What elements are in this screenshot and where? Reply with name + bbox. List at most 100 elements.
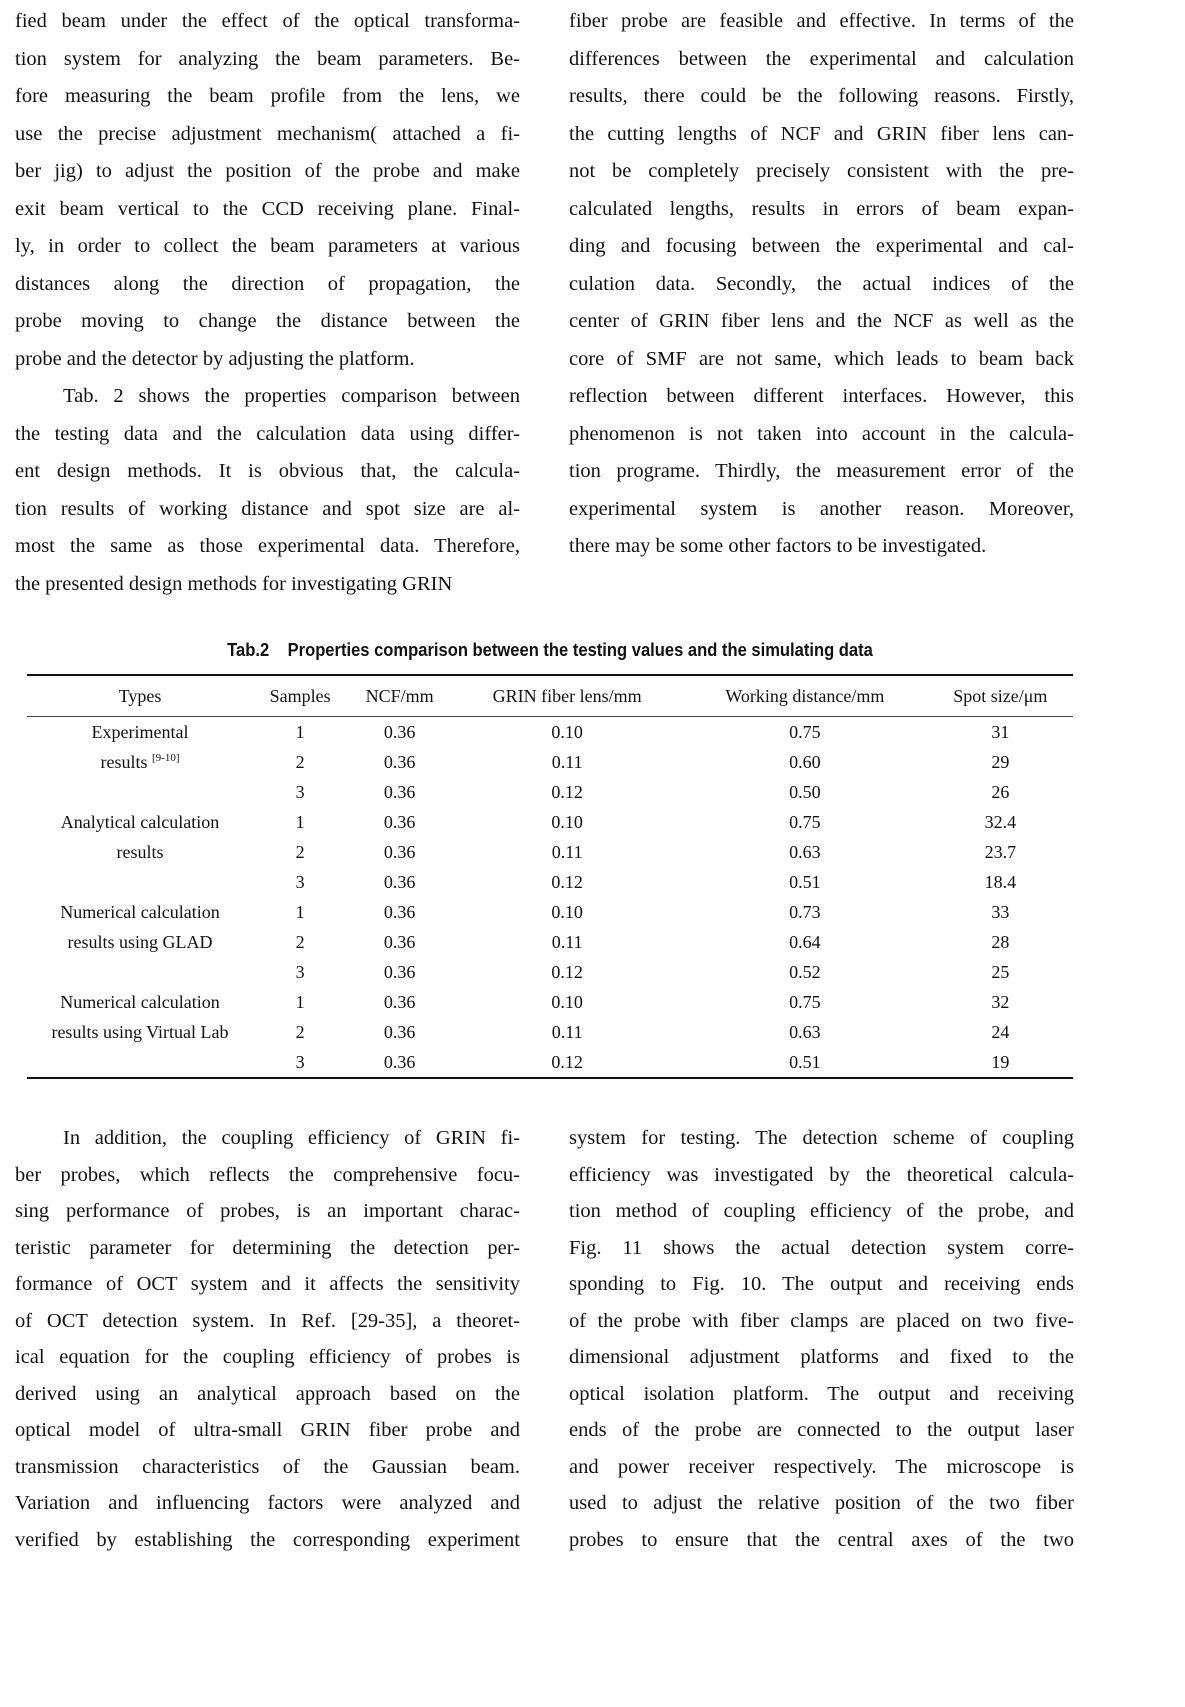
type-label: Numerical calculation bbox=[60, 991, 220, 1012]
ncf-cell: 0.36 bbox=[383, 1051, 416, 1072]
ncf-cell: 0.36 bbox=[383, 871, 416, 892]
ncf-cell: 0.36 bbox=[383, 811, 416, 832]
spot-size-cell: 19 bbox=[991, 1051, 1010, 1072]
working-distance-cell: 0.64 bbox=[789, 931, 821, 952]
text-line: ber probes, which reflects the comprehen… bbox=[15, 1163, 520, 1186]
working-distance-cell: 0.73 bbox=[789, 901, 821, 922]
text-line: tion results of working distance and spo… bbox=[15, 497, 520, 520]
table-row: results 2 0.36 0.11 0.63 23.7 bbox=[27, 837, 1073, 867]
working-distance-cell: 0.50 bbox=[789, 781, 821, 802]
working-distance-cell: 0.63 bbox=[789, 1021, 821, 1042]
text-line: optical isolation platform. The output a… bbox=[569, 1382, 1074, 1405]
table-row: 3 0.36 0.12 0.51 19 bbox=[27, 1047, 1073, 1078]
table-row: Experimental 1 0.36 0.10 0.75 31 bbox=[27, 717, 1073, 748]
text-line: fore measuring the beam profile from the… bbox=[15, 85, 520, 107]
text-line: most the same as those experimental data… bbox=[15, 535, 520, 557]
table-header-row: Types Samples NCF/mm GRIN fiber lens/mm … bbox=[27, 675, 1073, 717]
ncf-cell: 0.36 bbox=[383, 1021, 416, 1042]
text-column-bottom-right: system for testing. The detection scheme… bbox=[569, 1120, 1074, 1558]
text-line: of OCT detection system. In Ref. [29-35]… bbox=[15, 1309, 520, 1332]
table-caption: Tab.2 Properties comparison between the t… bbox=[44, 640, 1056, 661]
text-line: of the probe with fiber clamps are place… bbox=[569, 1309, 1074, 1332]
ncf-cell: 0.36 bbox=[383, 931, 416, 952]
table-row: results using GLAD 2 0.36 0.11 0.64 28 bbox=[27, 927, 1073, 957]
text-line: dimensional adjustment platforms and fix… bbox=[569, 1346, 1074, 1368]
type-label: results using GLAD bbox=[67, 931, 213, 952]
text-line: the presented design methods for investi… bbox=[15, 572, 453, 595]
text-line: derived using an analytical approach bas… bbox=[15, 1382, 520, 1405]
table-row: 3 0.36 0.12 0.51 18.4 bbox=[27, 867, 1073, 897]
text-line: use the precise adjustment mechanism( at… bbox=[15, 122, 520, 145]
type-cell: Experimental bbox=[27, 717, 253, 748]
ncf-cell: 0.36 bbox=[383, 961, 416, 982]
text-line: there may be some other factors to be in… bbox=[569, 535, 987, 557]
table-row: Numerical calculation 1 0.36 0.10 0.73 33 bbox=[27, 897, 1073, 927]
header-spot-size: Spot size/μm bbox=[953, 685, 1048, 706]
samples-cell: 3 bbox=[295, 1051, 305, 1072]
type-cell: results bbox=[27, 837, 253, 867]
text-line: ent design methods. It is obvious that, … bbox=[15, 460, 520, 482]
spot-size-cell: 33 bbox=[991, 901, 1010, 922]
text-line: distances along the direction of propaga… bbox=[15, 272, 520, 295]
header-samples: Samples bbox=[269, 685, 331, 706]
header-working-distance: Working distance/mm bbox=[725, 685, 885, 706]
text-line: fiber probe are feasible and effective. … bbox=[569, 10, 1074, 32]
working-distance-cell: 0.60 bbox=[789, 751, 821, 772]
table-row: results [9-10] 2 0.36 0.11 0.60 29 bbox=[27, 747, 1073, 777]
text-column-bottom-left: In addition, the coupling efficiency of … bbox=[15, 1120, 520, 1558]
table-row: 3 0.36 0.12 0.52 25 bbox=[27, 957, 1073, 987]
samples-cell: 1 bbox=[295, 901, 305, 922]
text-line: probes to ensure that the central axes o… bbox=[569, 1528, 1074, 1551]
reference-citation[interactable]: [9-10] bbox=[152, 751, 180, 764]
working-distance-cell: 0.75 bbox=[789, 811, 821, 832]
samples-cell: 3 bbox=[295, 871, 305, 892]
table-row: Analytical calculation 1 0.36 0.10 0.75 32.4 bbox=[27, 807, 1073, 837]
text-line: core of SMF are not same, which leads to… bbox=[569, 347, 1074, 370]
text-line: Tab. 2 shows the properties comparison b… bbox=[63, 385, 520, 407]
type-label: results using Virtual Lab bbox=[51, 1021, 229, 1042]
type-label: Analytical calculation bbox=[60, 811, 220, 832]
header-ncf: NCF/mm bbox=[365, 685, 434, 706]
type-cell bbox=[27, 957, 253, 987]
text-line: the cutting lengths of NCF and GRIN fibe… bbox=[569, 122, 1074, 145]
text-line: exit beam vertical to the CCD receiving … bbox=[15, 197, 520, 220]
text-line: formance of OCT system and it affects th… bbox=[15, 1273, 520, 1295]
type-cell bbox=[27, 777, 253, 807]
text-line: probe and the detector by adjusting the … bbox=[15, 347, 415, 370]
text-line: optical model of ultra-small GRIN fiber … bbox=[15, 1419, 520, 1441]
ncf-cell: 0.36 bbox=[383, 781, 416, 802]
text-line: verified by establishing the correspondi… bbox=[15, 1528, 520, 1551]
text-line: fied beam under the effect of the optica… bbox=[15, 10, 520, 32]
grin-cell: 0.10 bbox=[551, 991, 583, 1012]
text-line: sponding to Fig. 10. The output and rece… bbox=[569, 1273, 1074, 1295]
text-line: ber jig) to adjust the position of the p… bbox=[15, 160, 520, 182]
text-line: system for testing. The detection scheme… bbox=[569, 1127, 1074, 1149]
text-line: transmission characteristics of the Gaus… bbox=[15, 1455, 520, 1478]
grin-cell: 0.11 bbox=[551, 751, 583, 772]
text-line: Variation and influencing factors were a… bbox=[15, 1492, 520, 1514]
grin-cell: 0.12 bbox=[551, 1051, 583, 1072]
type-cell: results using GLAD bbox=[27, 927, 253, 957]
text-column-top-right: fiber probe are feasible and effective. … bbox=[569, 3, 1074, 566]
table-row: 3 0.36 0.12 0.50 26 bbox=[27, 777, 1073, 807]
type-label: Experimental bbox=[91, 721, 189, 742]
comparison-table: Types Samples NCF/mm GRIN fiber lens/mm … bbox=[27, 674, 1073, 1079]
samples-cell: 2 bbox=[295, 1021, 305, 1042]
ncf-cell: 0.36 bbox=[383, 841, 416, 862]
ncf-cell: 0.36 bbox=[383, 901, 416, 922]
table-label: Tab.2 bbox=[227, 640, 270, 660]
samples-cell: 1 bbox=[295, 721, 305, 742]
header-grin: GRIN fiber lens/mm bbox=[492, 685, 642, 706]
samples-cell: 2 bbox=[295, 841, 305, 862]
type-cell: Numerical calculation bbox=[27, 987, 253, 1017]
text-line: tion system for analyzing the beam param… bbox=[15, 47, 520, 70]
text-line: phenomenon is not taken into account in … bbox=[569, 422, 1074, 445]
grin-cell: 0.10 bbox=[551, 721, 583, 742]
text-line: tion programe. Thirdly, the measurement … bbox=[569, 460, 1074, 482]
working-distance-cell: 0.52 bbox=[789, 961, 821, 982]
spot-size-cell: 31 bbox=[991, 721, 1010, 742]
samples-cell: 3 bbox=[295, 781, 305, 802]
text-line: In addition, the coupling efficiency of … bbox=[63, 1127, 520, 1149]
text-line: differences between the experimental and… bbox=[569, 47, 1074, 70]
table-row: Numerical calculation 1 0.36 0.10 0.75 32 bbox=[27, 987, 1073, 1017]
